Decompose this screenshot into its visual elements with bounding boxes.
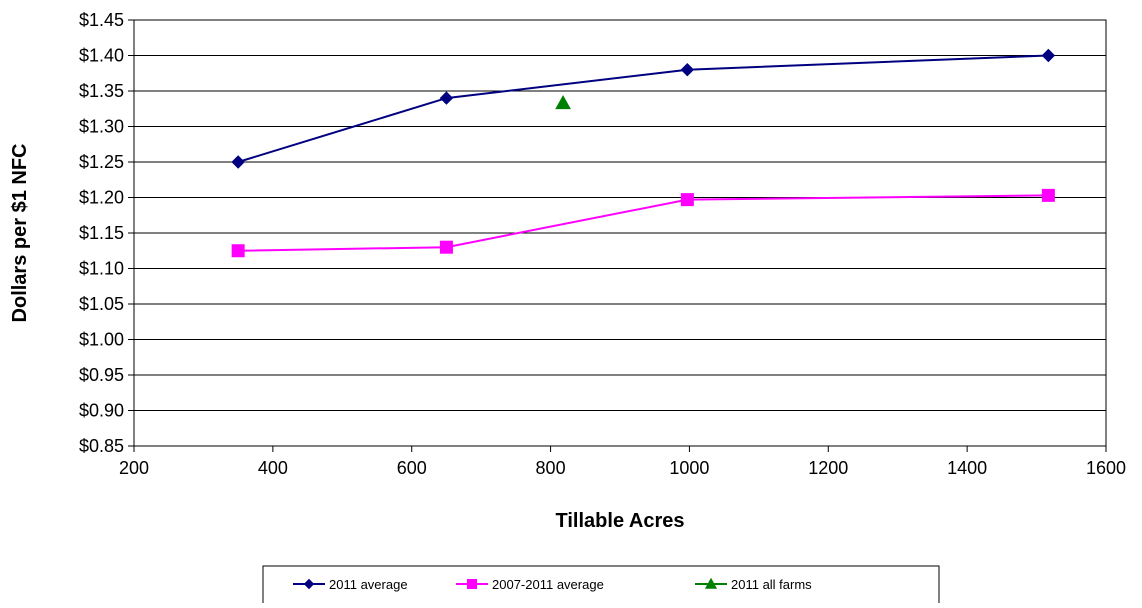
x-tick-label: 400 — [258, 458, 288, 478]
y-axis-title: Dollars per $1 NFC — [9, 144, 31, 323]
legend-entry-0: 2011 average — [293, 577, 408, 592]
series-2 — [555, 95, 571, 110]
y-tick-label: $1.35 — [79, 81, 124, 101]
series-layer — [231, 48, 1056, 258]
data-point-0-1 — [439, 91, 454, 105]
data-point-0-2 — [680, 62, 695, 77]
data-point-2-0 — [555, 95, 571, 110]
axis-ticks: $0.85 $0.90 $0.95 $1.00 $1.05 $1.10 $1.15 $1.20… — [79, 10, 1126, 478]
legend-swatch-marker-1 — [467, 579, 477, 589]
legend-frame — [262, 565, 940, 608]
legend-swatch-marker-0 — [303, 578, 315, 590]
x-tick-label: 200 — [119, 458, 149, 478]
y-tick-label: $1.15 — [79, 223, 124, 243]
legend-swatch-marker-2 — [704, 577, 718, 589]
y-tick-label: $1.25 — [79, 152, 124, 172]
y-tick-label: $1.00 — [79, 330, 124, 350]
series-line-1 — [238, 194, 1049, 252]
y-tick-label: $0.90 — [79, 401, 124, 421]
series-0 — [231, 48, 1056, 169]
y-tick-label: $1.20 — [79, 188, 124, 208]
gridlines — [134, 55, 1106, 411]
x-tick-label: 1200 — [808, 458, 848, 478]
data-point-1-2 — [680, 193, 694, 207]
data-point-0-3 — [1041, 48, 1056, 63]
x-tick-label: 800 — [536, 458, 566, 478]
data-point-1-0 — [231, 244, 245, 258]
y-tick-label: $0.85 — [79, 436, 124, 456]
series-line-0 — [237, 54, 1049, 163]
y-tick-label: $1.40 — [79, 46, 124, 66]
y-tick-label: $1.05 — [79, 294, 124, 314]
legend-entry-1: 2007-2011 average — [456, 577, 604, 592]
x-tick-label: 600 — [397, 458, 427, 478]
data-point-1-3 — [1041, 188, 1055, 202]
legend-label: 2007-2011 average — [492, 577, 604, 592]
series-1 — [231, 188, 1055, 258]
y-tick-label: $1.10 — [79, 259, 124, 279]
legend-label: 2011 all farms — [731, 577, 812, 592]
x-tick-label: 1000 — [669, 458, 709, 478]
legend: 2011 average 2007-2011 average 2011 all fa… — [262, 565, 940, 608]
x-tick-label: 1600 — [1086, 458, 1126, 478]
x-tick-label: 1400 — [947, 458, 987, 478]
x-axis-title: Tillable Acres — [556, 510, 685, 532]
data-point-1-1 — [439, 240, 453, 254]
legend-entry-2: 2011 all farms — [695, 577, 812, 592]
y-tick-label: $0.95 — [79, 365, 124, 385]
y-tick-label: $1.30 — [79, 117, 124, 137]
data-point-0-0 — [231, 155, 245, 169]
legend-label: 2011 average — [329, 577, 408, 592]
y-tick-label: $1.45 — [79, 10, 124, 30]
